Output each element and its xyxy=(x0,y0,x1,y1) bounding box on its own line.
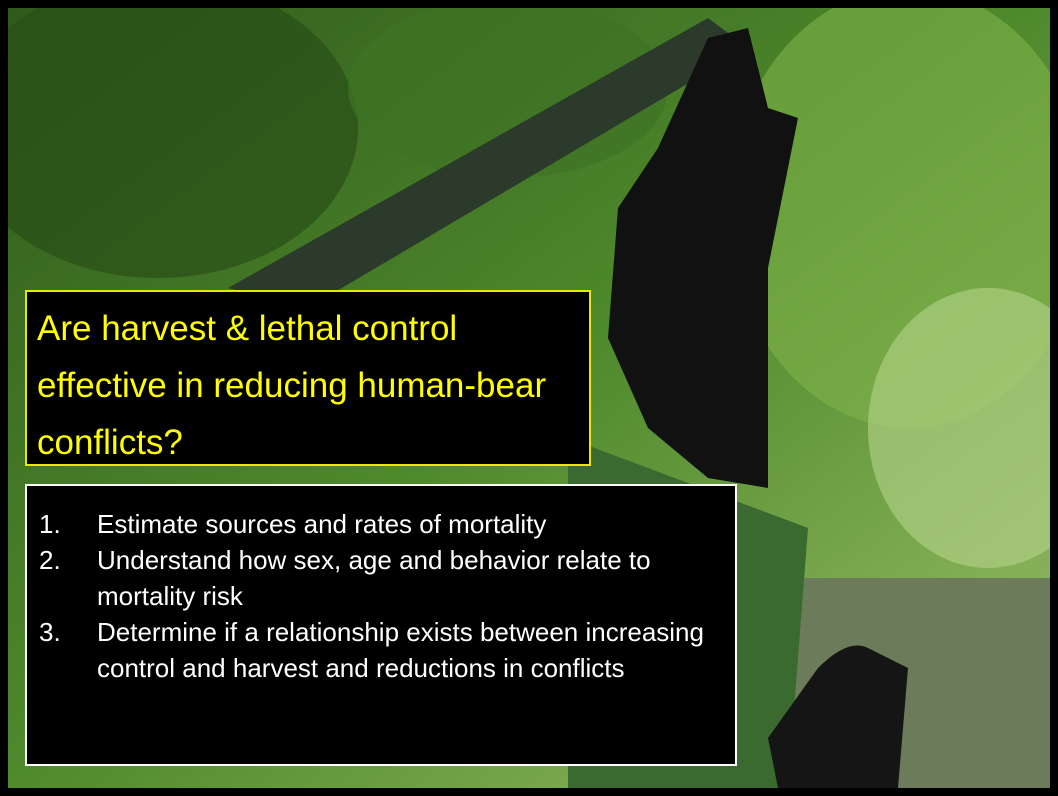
objectives-list: 1.Estimate sources and rates of mortalit… xyxy=(25,484,737,766)
item-number: 2. xyxy=(39,542,97,614)
title: Are harvest & lethal control effective i… xyxy=(37,309,546,462)
item-number: 3. xyxy=(39,614,97,686)
item-text: Determine if a relationship exists betwe… xyxy=(97,614,707,686)
item-text: Understand how sex, age and behavior rel… xyxy=(97,542,707,614)
title-box: Are harvest & lethal control effective i… xyxy=(25,290,591,466)
item-number: 1. xyxy=(39,506,97,542)
slide: Are harvest & lethal control effective i… xyxy=(0,0,1058,796)
item-text: Estimate sources and rates of mortality xyxy=(97,506,707,542)
list-item: 2.Understand how sex, age and behavior r… xyxy=(39,542,715,614)
list-item: 1.Estimate sources and rates of mortalit… xyxy=(39,506,715,542)
list-item: 3.Determine if a relationship exists bet… xyxy=(39,614,715,686)
